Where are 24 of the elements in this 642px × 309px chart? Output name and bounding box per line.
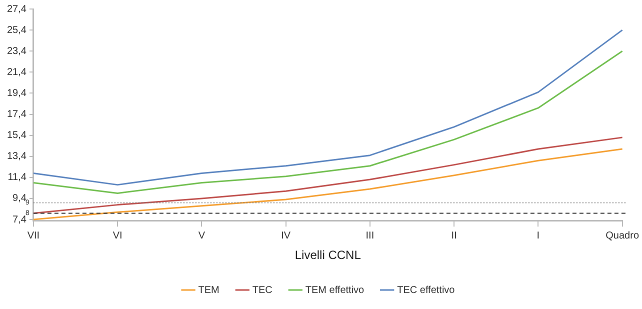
y-tick-label: 25,4	[6, 24, 27, 36]
y-tick-label: 13,4	[6, 151, 27, 162]
x-tick-label: III	[366, 230, 374, 242]
x-tick-label: VII	[27, 230, 40, 242]
y-tick-label: 23,4	[6, 46, 27, 57]
x-tick-label: IV	[281, 230, 291, 242]
y-tick-label: 9,4	[12, 193, 27, 204]
x-tick-label: V	[198, 230, 206, 242]
legend-label: TEC	[252, 284, 272, 296]
x-tick-label: I	[536, 230, 540, 242]
legend-label: TEC effettivo	[397, 284, 456, 296]
legend-label: TEM effettivo	[305, 284, 365, 296]
x-tick-label: II	[451, 230, 457, 242]
x-axis-title: Livelli CCNL	[294, 248, 362, 262]
y-tick-label: 7,4	[12, 214, 27, 226]
x-tick-label: Quadro	[606, 230, 640, 242]
y-tick-label: 27,4	[6, 4, 27, 15]
x-tick-label: VI	[112, 230, 122, 242]
legend-label: TEM	[198, 284, 220, 296]
y-tick-label: 15,4	[6, 130, 27, 142]
y-tick-label: 11,4	[8, 172, 27, 184]
y-tick-label: 19,4	[6, 88, 27, 99]
y-tick-label: 17,4	[6, 109, 27, 120]
y-tick-label: 21,4	[6, 66, 27, 78]
